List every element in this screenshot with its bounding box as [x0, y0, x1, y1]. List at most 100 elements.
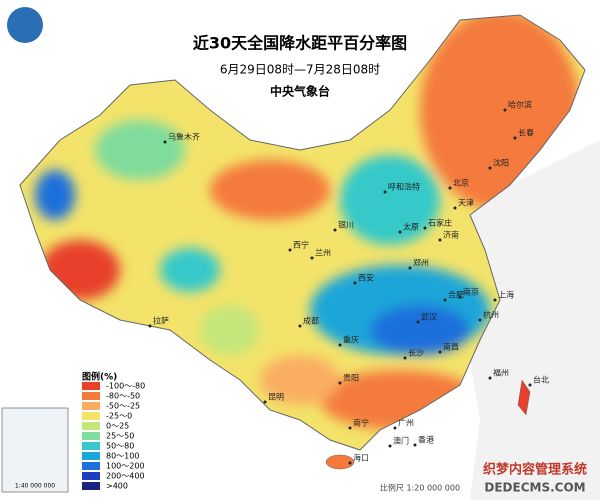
- scale: 比例尺 1:20 000 000: [380, 483, 460, 493]
- legend-swatch: [82, 422, 100, 430]
- city-label: 拉萨: [153, 316, 169, 326]
- city-label: 太原: [403, 222, 419, 232]
- city-label: 哈尔滨: [508, 100, 532, 110]
- legend-swatch: [82, 402, 100, 410]
- city-dot: [408, 266, 412, 270]
- city-dot: [383, 190, 387, 194]
- city-dot: [528, 383, 532, 387]
- city-dot: [513, 136, 517, 140]
- city-dot: [403, 356, 407, 360]
- city-dot: [423, 226, 427, 230]
- legend-label: 200～400: [106, 472, 145, 481]
- city-label: 上海: [498, 290, 514, 300]
- city-label: 西安: [358, 273, 374, 283]
- city-label: 杭州: [483, 310, 499, 320]
- city-label: 台北: [533, 375, 549, 385]
- legend-label: 50～80: [106, 442, 134, 451]
- city-label: 南京: [463, 287, 479, 297]
- city-label: 武汉: [421, 312, 437, 322]
- city-dot: [298, 324, 302, 328]
- city-label: 贵阳: [343, 373, 359, 383]
- legend-swatch: [82, 432, 100, 440]
- legend-swatch: [82, 472, 100, 480]
- city-dot: [288, 248, 292, 252]
- city-dot: [338, 343, 342, 347]
- city-label: 昆明: [268, 393, 284, 402]
- city-label: 济南: [443, 230, 459, 240]
- city-dot: [488, 376, 492, 380]
- legend-label: -25～0: [106, 412, 132, 421]
- legend-label: 80～100: [106, 452, 139, 461]
- city-label: 澳门: [393, 436, 409, 446]
- map-period: 6月29日08时—7月28日08时: [220, 63, 380, 77]
- city-dot: [438, 350, 442, 354]
- city-dot: [310, 256, 314, 260]
- watermark: DEDECMS.COM: [484, 481, 585, 495]
- city-label: 重庆: [343, 335, 359, 345]
- city-label: 西宁: [293, 240, 309, 250]
- city-dot: [443, 298, 447, 302]
- legend-label: 0～25: [106, 422, 129, 431]
- taiwan: [517, 379, 531, 416]
- city-dot: [398, 230, 402, 234]
- city-label: 广州: [398, 418, 414, 428]
- city-label: 石家庄: [428, 218, 452, 228]
- city-label: 北京: [453, 178, 469, 188]
- legend-label: 25～50: [106, 432, 134, 441]
- city-dot: [438, 238, 442, 242]
- city-dot: [493, 298, 497, 302]
- legend-swatch: [82, 462, 100, 470]
- legend-swatch: [82, 442, 100, 450]
- legend-swatch: [82, 452, 100, 460]
- legend-swatch: [82, 482, 100, 490]
- legend-label: -100～-80: [106, 382, 145, 391]
- city-label: 郑州: [413, 258, 429, 268]
- city-label: 长春: [518, 128, 534, 138]
- hainan: [325, 454, 355, 470]
- city-dot: [458, 295, 462, 299]
- legend-swatch: [82, 392, 100, 400]
- city-dot: [478, 318, 482, 322]
- city-label: 南昌: [443, 342, 459, 352]
- city-label: 沈阳: [493, 158, 509, 168]
- city-dot: [416, 320, 420, 324]
- city-label: 海口: [353, 453, 369, 463]
- city-dot: [448, 186, 452, 190]
- city-label: 乌鲁木齐: [168, 132, 200, 142]
- city-dot: [488, 166, 492, 170]
- city-dot: [388, 444, 392, 448]
- city-label: 合肥: [448, 290, 464, 300]
- city-label: 香港: [418, 435, 434, 445]
- legend-label: >400: [106, 482, 128, 491]
- watermark: 织梦内容管理系统: [483, 462, 587, 478]
- city-dot: [333, 228, 337, 232]
- city-label: 呼和浩特: [388, 182, 420, 192]
- city-label: 长沙: [408, 348, 424, 358]
- city-dot: [503, 108, 507, 112]
- legend-title: 图例(%): [82, 371, 117, 383]
- city-dot: [348, 426, 352, 430]
- legend-swatch: [82, 382, 100, 390]
- city-label: 银川: [338, 220, 354, 230]
- city-label: 天津: [458, 198, 474, 208]
- city-dot: [393, 426, 397, 430]
- map-issuer: 中央气象台: [270, 84, 330, 99]
- logo: [7, 7, 43, 43]
- city-label: 南宁: [353, 418, 369, 428]
- city-label: 兰州: [315, 248, 331, 258]
- city-dot: [413, 443, 417, 447]
- legend-label: -80～-50: [106, 392, 140, 401]
- city-dot: [338, 381, 342, 385]
- city-dot: [353, 281, 357, 285]
- city-dot: [263, 400, 267, 404]
- inset-scale: 1:40 000 000: [15, 483, 55, 490]
- legend-swatch: [82, 412, 100, 420]
- city-label: 成都: [303, 316, 319, 326]
- inset-map: [1, 407, 69, 493]
- city-label: 福州: [493, 369, 509, 378]
- legend-label: 100～200: [106, 462, 145, 471]
- city-dot: [348, 461, 352, 465]
- map-title: 近30天全国降水距平百分率图: [193, 34, 407, 53]
